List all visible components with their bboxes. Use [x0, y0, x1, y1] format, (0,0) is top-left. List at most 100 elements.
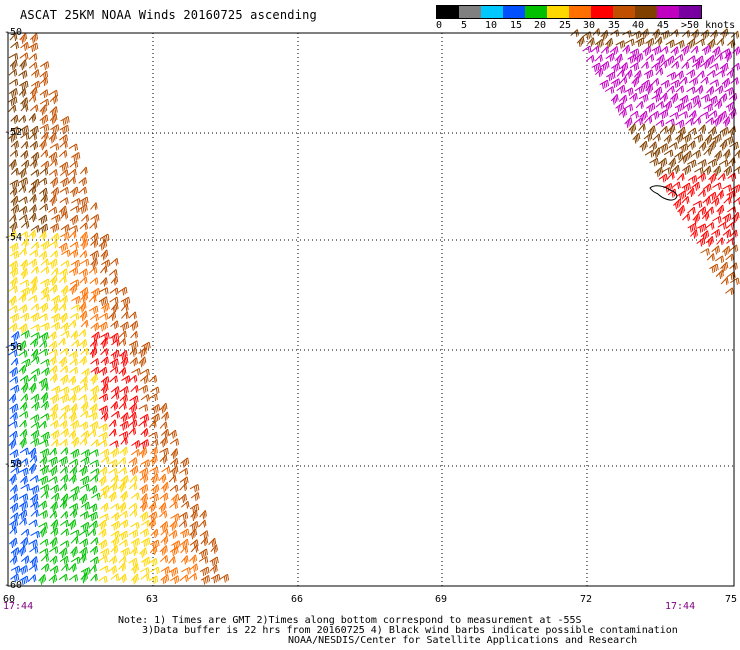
wind-barb	[18, 196, 28, 204]
wind-barb	[49, 546, 59, 554]
wind-barb	[88, 294, 97, 303]
wind-barb	[31, 241, 40, 250]
wind-barb	[622, 30, 632, 38]
wind-barb	[110, 275, 119, 286]
wind-barb	[49, 565, 59, 575]
wind-barb	[139, 447, 148, 458]
wind-barb	[40, 266, 50, 275]
wind-barb	[68, 503, 79, 512]
wind-barb	[118, 330, 127, 339]
wind-barb	[659, 46, 669, 54]
wind-barb	[59, 169, 69, 177]
wind-barb	[29, 546, 39, 554]
wind-barb	[699, 111, 709, 120]
wind-barb	[658, 157, 668, 168]
wind-barb	[139, 500, 148, 512]
wind-barb	[50, 501, 58, 513]
wind-barb	[168, 529, 178, 539]
wind-barb	[712, 182, 722, 190]
wind-barb	[60, 322, 69, 332]
wind-barb	[39, 139, 47, 151]
wind-barb	[689, 77, 699, 86]
wind-barb	[721, 245, 731, 257]
wind-barb	[98, 575, 108, 584]
wind-barb	[169, 484, 179, 493]
wind-barb	[28, 185, 37, 195]
wind-barb	[198, 556, 209, 564]
wind-barb	[150, 539, 160, 550]
wind-barb	[49, 555, 58, 565]
wind-barb	[21, 358, 31, 368]
wind-barb	[663, 100, 673, 112]
wind-barb	[148, 501, 157, 513]
wind-barb	[58, 303, 67, 312]
wind-barb	[709, 63, 719, 71]
wind-barb	[128, 557, 138, 567]
wind-barb	[69, 466, 78, 476]
wind-barb	[725, 222, 735, 230]
wind-barb	[734, 149, 740, 159]
wind-barb	[128, 529, 139, 539]
wind-barb	[90, 322, 100, 332]
wind-barb	[108, 467, 118, 476]
wind-barb	[9, 555, 18, 565]
wind-barb	[79, 493, 88, 505]
wind-barb	[100, 485, 110, 495]
wind-barb	[69, 283, 78, 295]
wind-barb	[30, 501, 39, 511]
note-line-3: NOAA/NESDIS/Center for Satellite Applica…	[288, 635, 638, 646]
map-title: ASCAT 25KM NOAA Winds 20160725 ascending	[20, 8, 317, 22]
wind-barb	[20, 330, 30, 339]
wind-barb	[29, 125, 39, 136]
wind-barb	[650, 110, 660, 120]
wind-barb	[199, 530, 209, 540]
wind-barb	[39, 331, 49, 342]
wind-barb	[678, 111, 688, 119]
wind-barb	[700, 248, 710, 256]
wind-barb	[686, 187, 695, 197]
wind-barb	[9, 242, 19, 253]
wind-barb	[139, 528, 149, 537]
wind-barb	[634, 70, 642, 80]
lon-label-60: 60	[3, 594, 16, 605]
wind-barb	[671, 61, 680, 69]
wind-barb	[129, 509, 138, 517]
wind-barb	[708, 110, 718, 118]
wind-barb	[614, 53, 623, 65]
wind-barb	[69, 279, 80, 287]
wind-barb	[19, 517, 27, 526]
wind-barb	[688, 110, 697, 120]
wind-barb	[138, 419, 147, 428]
wind-barb	[150, 484, 160, 495]
wind-barb	[660, 30, 670, 40]
wind-barb	[129, 357, 138, 367]
wind-barb	[161, 481, 169, 493]
wind-barb	[30, 509, 39, 518]
wind-barb	[667, 171, 675, 180]
wind-barb	[29, 204, 37, 214]
wind-barb	[681, 61, 690, 70]
wind-barb	[713, 165, 722, 177]
wind-barb	[618, 94, 628, 104]
wind-barb	[634, 53, 644, 64]
wind-barb	[88, 429, 97, 438]
wind-barb	[89, 421, 99, 431]
wind-barb	[120, 475, 129, 486]
wind-barb	[190, 492, 200, 501]
wind-barb	[88, 528, 97, 537]
wind-barb	[150, 528, 159, 539]
wind-barb	[81, 214, 90, 223]
wind-barb	[728, 108, 737, 120]
wind-barb	[668, 157, 677, 169]
wind-barb	[709, 263, 719, 274]
wind-barb	[79, 483, 90, 492]
wind-barb	[130, 521, 140, 530]
wind-barb	[703, 165, 712, 175]
wind-barb	[40, 554, 49, 562]
wind-barb	[138, 347, 147, 358]
wind-barb	[78, 329, 87, 337]
wind-barb	[19, 80, 29, 91]
wind-barb	[40, 400, 49, 411]
wind-barb	[708, 173, 717, 184]
wind-barb	[79, 301, 87, 313]
